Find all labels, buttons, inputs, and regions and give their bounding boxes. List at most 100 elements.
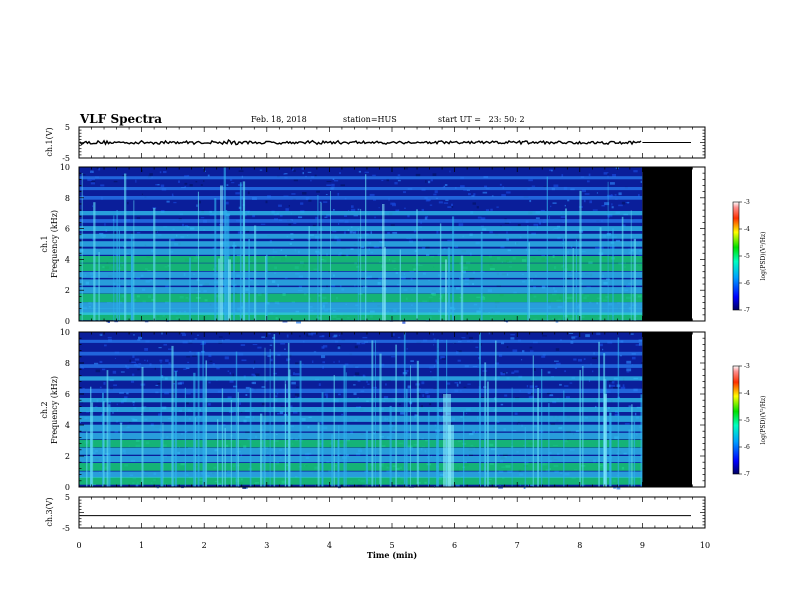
noise-speck bbox=[564, 204, 566, 207]
sferic-line bbox=[317, 195, 319, 321]
noise-speck bbox=[319, 201, 322, 203]
start-time-label: start UT = 23: 50: 2 bbox=[438, 115, 525, 124]
noise-speck bbox=[324, 393, 328, 396]
sferic-line bbox=[160, 364, 162, 487]
noise-speck bbox=[550, 423, 555, 426]
colorbar-tick-label: -7 bbox=[744, 307, 750, 314]
sferic-line bbox=[133, 200, 135, 321]
noise-speck bbox=[331, 284, 336, 287]
noise-speck bbox=[165, 359, 169, 362]
noise-speck bbox=[296, 386, 299, 388]
noise-speck bbox=[134, 358, 140, 361]
noise-speck bbox=[82, 367, 85, 369]
noise-speck bbox=[261, 386, 266, 388]
noise-speck bbox=[357, 208, 360, 211]
sferic-line bbox=[631, 404, 633, 487]
noise-speck bbox=[433, 193, 437, 196]
noise-speck bbox=[421, 247, 426, 250]
noise-speck bbox=[302, 172, 304, 175]
bright-burst bbox=[448, 425, 454, 487]
noise-speck bbox=[326, 214, 331, 217]
noise-speck bbox=[426, 198, 431, 201]
frequency-band bbox=[79, 432, 643, 439]
noise-speck bbox=[603, 204, 605, 207]
ch2-spectrogram-ticks bbox=[78, 331, 706, 488]
noise-speck bbox=[141, 169, 143, 172]
noise-speck bbox=[351, 205, 354, 208]
sferic-line bbox=[612, 228, 614, 321]
noise-speck bbox=[107, 401, 111, 404]
sferic-line bbox=[630, 210, 632, 321]
noise-speck bbox=[568, 332, 574, 334]
sferic-line bbox=[537, 388, 539, 487]
noise-speck bbox=[133, 334, 135, 336]
noise-speck bbox=[392, 231, 398, 234]
ch3-waveform-ylabel: ch.3(V) bbox=[45, 497, 54, 526]
noise-speck bbox=[472, 430, 476, 433]
noise-speck bbox=[592, 357, 597, 359]
sferic-line bbox=[416, 360, 419, 487]
noise-speck bbox=[264, 446, 269, 449]
noise-speck bbox=[549, 394, 553, 396]
noise-speck bbox=[238, 170, 244, 172]
frequency-band bbox=[79, 196, 643, 200]
sferic-line bbox=[193, 372, 196, 487]
sferic-line bbox=[389, 405, 392, 487]
sferic-line bbox=[153, 207, 156, 321]
noise-speck bbox=[241, 359, 247, 362]
noise-speck bbox=[233, 385, 238, 388]
noise-speck bbox=[583, 358, 586, 360]
sferic-line bbox=[640, 394, 643, 487]
ch1-colorbar bbox=[732, 201, 740, 311]
noise-speck bbox=[607, 214, 610, 217]
noise-speck bbox=[333, 209, 335, 211]
noise-speck bbox=[288, 223, 292, 226]
noise-speck bbox=[277, 412, 280, 415]
sferic-line bbox=[345, 372, 347, 487]
sferic-line bbox=[524, 427, 526, 487]
noise-speck bbox=[99, 386, 102, 389]
noise-speck bbox=[480, 217, 486, 220]
noise-speck bbox=[599, 343, 603, 347]
colorbar-tick-label: -4 bbox=[744, 390, 750, 397]
sferic-line bbox=[495, 340, 497, 487]
noise-speck bbox=[554, 367, 557, 369]
noise-speck bbox=[519, 483, 521, 487]
noise-speck bbox=[338, 360, 340, 363]
noise-speck bbox=[254, 360, 256, 364]
noise-speck bbox=[611, 381, 615, 384]
noise-speck bbox=[173, 382, 175, 385]
noise-speck bbox=[208, 381, 211, 384]
sferic-line bbox=[579, 190, 582, 321]
noise-speck bbox=[463, 189, 468, 191]
noise-speck bbox=[238, 484, 240, 488]
noise-speck bbox=[298, 216, 303, 219]
noise-speck bbox=[157, 184, 160, 186]
sferic-line bbox=[436, 435, 438, 487]
noise-speck bbox=[635, 344, 640, 346]
noise-speck bbox=[127, 201, 129, 205]
ch1-colorbar-ticks: -3 -4 -5 -6 -7 bbox=[739, 199, 750, 314]
frequency-band bbox=[79, 376, 643, 381]
noise-speck bbox=[430, 179, 433, 182]
sferic-line bbox=[116, 210, 118, 321]
noise-speck bbox=[361, 343, 366, 345]
ch2-spectrogram-ytick-labels: 0 2 4 6 8 10 bbox=[60, 328, 70, 492]
noise-speck bbox=[323, 201, 328, 203]
noise-speck bbox=[531, 232, 536, 235]
noise-speck bbox=[372, 386, 377, 389]
sferic-line bbox=[452, 216, 455, 321]
sferic-line bbox=[416, 209, 418, 321]
noise-speck bbox=[554, 360, 559, 362]
noise-speck bbox=[349, 230, 353, 234]
frequency-tick-label: 10 bbox=[60, 163, 70, 172]
noise-speck bbox=[546, 392, 551, 395]
noise-speck bbox=[609, 195, 614, 197]
noise-speck bbox=[413, 230, 416, 233]
noise-speck bbox=[312, 224, 316, 227]
noise-speck bbox=[529, 346, 533, 349]
noise-speck bbox=[564, 370, 566, 373]
sferic-line bbox=[288, 369, 291, 487]
sferic-line bbox=[203, 377, 206, 487]
ch1-ytick-top: 5 bbox=[65, 123, 70, 132]
